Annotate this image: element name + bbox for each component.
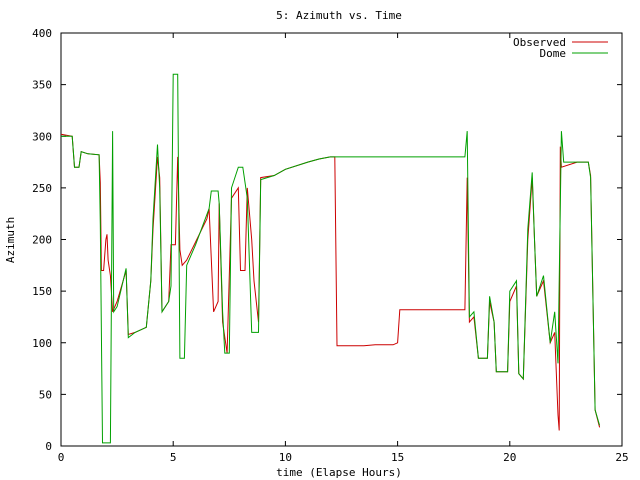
x-tick-label: 25: [615, 451, 628, 464]
y-tick-label: 150: [32, 285, 52, 298]
series-line-dome: [61, 73, 601, 444]
y-tick-label: 300: [32, 130, 52, 143]
y-axis-label: Azimuth: [4, 217, 17, 263]
x-tick-label: 10: [279, 451, 292, 464]
y-tick-label: 200: [32, 234, 52, 247]
y-tick-label: 50: [39, 388, 52, 401]
y-tick-label: 250: [32, 182, 52, 195]
legend-label-dome: Dome: [540, 47, 567, 60]
x-tick-label: 0: [58, 451, 65, 464]
series-line-observed: [60, 133, 601, 431]
x-axis-label: time (Elapse Hours): [276, 466, 402, 479]
y-tick-label: 100: [32, 337, 52, 350]
y-tick-label: 350: [32, 79, 52, 92]
y-tick-label: 400: [32, 27, 52, 40]
plot-area: 0 5 10 15 20 25050100150200250300350400Observ…: [32, 27, 629, 464]
chart-title: 5: Azimuth vs. Time: [276, 9, 402, 22]
y-tick-label: 0: [45, 440, 52, 453]
x-tick-label: 20: [503, 451, 516, 464]
x-tick-label: 5: [170, 451, 177, 464]
x-tick-label: 15: [391, 451, 404, 464]
plot-frame: [60, 32, 623, 447]
legend-label-observed: Observed: [513, 36, 566, 49]
